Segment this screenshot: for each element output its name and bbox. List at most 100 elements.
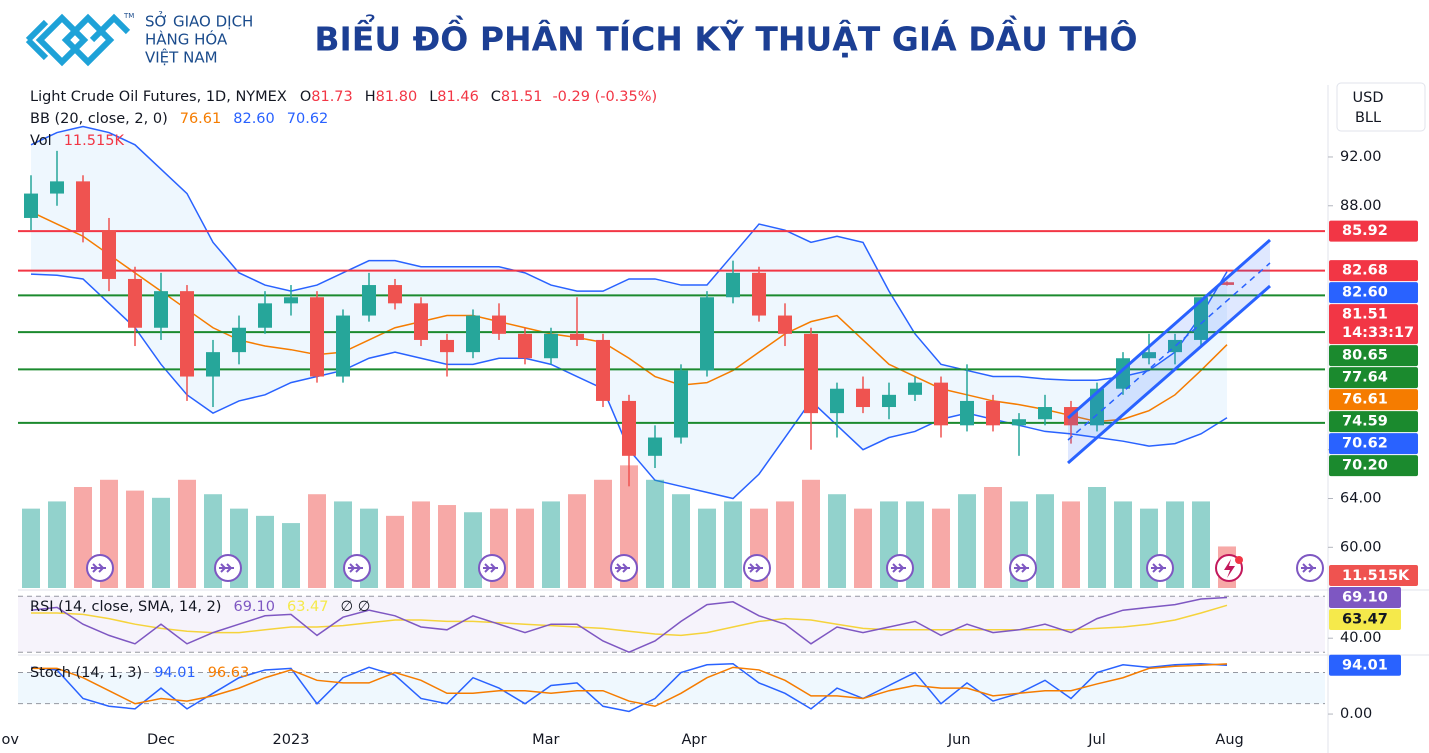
price-tag — [1329, 367, 1418, 389]
legend-value: 81.51 — [501, 89, 543, 105]
candle-body — [830, 388, 844, 414]
candle-body — [726, 272, 740, 298]
volume-bar — [48, 501, 66, 588]
event-icon[interactable] — [1146, 554, 1174, 582]
volume-bar — [1192, 501, 1210, 588]
event-dot — [1235, 556, 1243, 564]
candle-body — [752, 272, 766, 316]
price-tag — [1329, 260, 1418, 282]
y-tick-label: 64.00 — [1340, 491, 1382, 507]
volume-bar — [984, 487, 1002, 588]
legend-key: H — [365, 89, 376, 105]
legend-bb: BB (20, close, 2, 0) — [30, 111, 168, 127]
candle-body — [1194, 297, 1208, 340]
x-tick-label: Aug — [1215, 732, 1243, 748]
legend-value: 82.60 — [233, 111, 275, 127]
price-tag — [1329, 433, 1418, 455]
event-icon[interactable] — [610, 554, 638, 582]
legend-value: 81.73 — [311, 89, 353, 105]
rsi-legend-value: 69.10 — [233, 599, 275, 615]
price-tag — [1329, 345, 1418, 367]
volume-bar — [672, 494, 690, 588]
volume-bar — [958, 494, 976, 588]
legend-change: -0.29 (-0.35%) — [552, 89, 657, 105]
event-icon[interactable] — [86, 554, 114, 582]
candle-body — [882, 394, 896, 408]
candle-body — [1090, 388, 1104, 426]
x-tick-label: Mar — [532, 732, 559, 748]
volume-bar — [152, 497, 170, 588]
legend-key: C — [491, 89, 501, 105]
rsi-legend-name: RSI (14, close, SMA, 14, 2) — [30, 599, 221, 615]
volume-bar — [698, 508, 716, 588]
legend-value: 81.46 — [437, 89, 479, 105]
x-tick-label: Jun — [947, 732, 971, 748]
candle-body — [50, 181, 64, 194]
price-tag — [1329, 455, 1418, 477]
volume-bar — [776, 501, 794, 588]
volume-tag — [1329, 565, 1418, 586]
logo — [25, 13, 131, 67]
candle-body — [310, 297, 324, 377]
volume-bar — [646, 479, 664, 588]
stoch-legend-value: 94.01 — [154, 665, 196, 681]
legend-vol: Vol — [30, 133, 52, 149]
volume-bar — [282, 523, 300, 588]
event-icon[interactable] — [1009, 554, 1037, 582]
event-icon[interactable] — [343, 554, 371, 582]
candle-body — [154, 291, 168, 328]
rsi-sma — [31, 604, 1228, 637]
price-tag — [1329, 411, 1418, 433]
candle-body — [622, 400, 636, 456]
rsi-band — [18, 596, 1325, 653]
event-icon[interactable] — [478, 554, 506, 582]
price-tag-label: 80.65 — [1342, 348, 1388, 364]
bb-mid — [30, 211, 1228, 423]
price-tag-label: 74.59 — [1342, 414, 1388, 430]
volume-bar — [256, 515, 274, 588]
candle-body — [960, 400, 974, 426]
candle-body — [76, 181, 90, 231]
volume-bar — [1088, 487, 1106, 588]
price-tag — [1329, 389, 1418, 411]
candle-body — [700, 297, 714, 371]
candle-body — [986, 400, 1000, 426]
volume-bar — [594, 479, 612, 588]
candle-body — [232, 327, 246, 353]
volume-bar — [1062, 501, 1080, 588]
x-tick-label: 2023 — [273, 732, 310, 748]
volume-bar — [516, 508, 534, 588]
price-tag — [1329, 282, 1418, 304]
candle-body — [934, 382, 948, 426]
logo-tm: TM — [123, 12, 134, 20]
event-icon[interactable] — [1296, 554, 1324, 582]
event-icon[interactable] — [886, 554, 914, 582]
logo-text: VIỆT NAM — [145, 48, 218, 67]
volume-bar — [1036, 494, 1054, 588]
event-icon[interactable] — [214, 554, 242, 582]
price-tag-label: 81.51 — [1342, 307, 1388, 323]
candle-body — [648, 437, 662, 456]
price-tag — [1329, 304, 1418, 345]
price-tag — [1329, 220, 1418, 242]
price-tag-label: 82.68 — [1342, 263, 1388, 279]
price-tag-label: 76.61 — [1342, 392, 1388, 408]
volume-bar — [386, 515, 404, 588]
candle-body — [674, 370, 688, 438]
candle-body — [258, 303, 272, 328]
event-icon[interactable] — [743, 554, 771, 582]
stoch-tag — [1329, 654, 1401, 676]
candle-body — [596, 339, 610, 401]
candle-body — [570, 333, 584, 340]
volume-bar — [568, 494, 586, 588]
price-tag-label: 77.64 — [1342, 370, 1388, 386]
candle-body — [414, 303, 428, 340]
candle-body — [1142, 352, 1156, 359]
logo-text: HÀNG HÓA — [145, 30, 228, 49]
rsi-tag — [1329, 608, 1401, 630]
candle-body — [336, 315, 350, 377]
currency-box[interactable] — [1336, 82, 1426, 132]
legend-key: O — [300, 89, 311, 105]
stoch-legend: Stoch (14, 1, 3) 94.01 96.63 — [30, 665, 249, 681]
